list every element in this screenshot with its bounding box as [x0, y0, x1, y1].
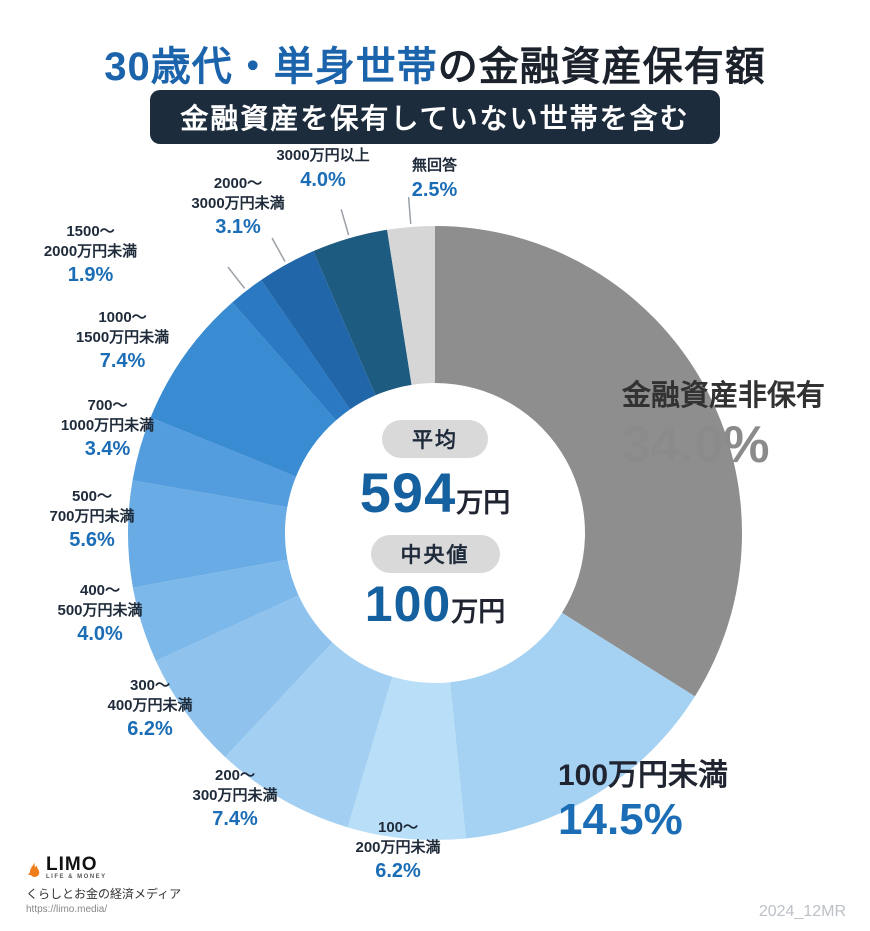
segment-name: 300〜 — [129, 677, 171, 694]
watermark: 2024_12MR — [758, 903, 846, 920]
footer-tagline: くらしとお金の経済メディア — [26, 887, 182, 901]
segment-name: 1500万円未満 — [75, 328, 170, 346]
segment-name: 3000万円以上 — [276, 147, 370, 164]
segment-label-100-200: 100〜 200万円未満 6.2% — [338, 818, 458, 884]
segment-name: 金融資産非保有 — [622, 380, 826, 412]
percent-value: 6.2% — [127, 718, 173, 740]
center-stats: 平均 594万円 中央値 100万円 — [300, 420, 570, 643]
flame-icon — [28, 862, 40, 877]
median-number: 100 — [364, 576, 452, 632]
subtitle-badge: 金融資産を保有していない世帯を含む — [150, 90, 720, 144]
donut-segment-4 — [155, 595, 333, 758]
segment-label-400-500: 400〜 500万円未満 4.0% — [40, 581, 160, 647]
donut-segment-1 — [450, 612, 695, 839]
donut-segment-10 — [261, 251, 376, 410]
segment-name: 2000〜 — [213, 175, 263, 192]
logo-subtext: LIFE & MONEY — [46, 874, 107, 880]
percent-value: 4.0% — [77, 623, 123, 645]
footer: LIMO LIFE & MONEY くらしとお金の経済メディア https://… — [26, 855, 181, 915]
donut-segment-8 — [150, 302, 336, 477]
percent-value: 5.6% — [69, 529, 115, 551]
logo-text: LIMO — [46, 854, 98, 875]
segment-name: 100万円未満 — [558, 759, 729, 792]
segment-label-no-assets: 金融資産非保有 34.0% — [622, 378, 862, 472]
segment-label-2000-3000: 2000〜 3000万円未満 3.1% — [168, 174, 308, 240]
segment-name: 1000万円未満 — [60, 416, 155, 434]
average-number: 594 — [359, 461, 457, 524]
segment-label-200-300: 200〜 300万円未満 7.4% — [175, 766, 295, 832]
percent-value: 6.2% — [375, 860, 421, 882]
donut-segment-11 — [313, 229, 412, 396]
segment-label-300-400: 300〜 400万円未満 6.2% — [90, 676, 210, 742]
segment-name: 200〜 — [214, 767, 256, 784]
segment-label-1500-2000: 1500〜 2000万円未満 1.9% — [28, 222, 153, 288]
segment-name: 500万円未満 — [57, 601, 143, 619]
leader-line — [271, 237, 286, 263]
segment-name: 200万円未満 — [355, 838, 441, 856]
percent-value: 14.5% — [558, 795, 683, 844]
subtitle-wrap: 金融資産を保有していない世帯を含む — [0, 90, 870, 144]
segment-name: 700万円未満 — [49, 507, 135, 525]
segment-name: 300万円未満 — [192, 786, 278, 804]
percent-value: 7.4% — [212, 808, 258, 830]
average-unit: 万円 — [456, 488, 511, 518]
donut-segment-12 — [387, 226, 435, 385]
donut-segment-3 — [225, 642, 393, 828]
title-rest: の金融資産保有額 — [437, 44, 766, 89]
segment-label-500-700: 500〜 700万円未満 5.6% — [32, 487, 152, 553]
percent-value: 2.5% — [411, 178, 458, 201]
segment-name: 3000万円未満 — [191, 194, 285, 212]
leader-line — [407, 196, 412, 225]
donut-segment-5 — [132, 559, 299, 661]
segment-name: 500〜 — [71, 488, 113, 505]
segment-name: 700〜 — [87, 397, 128, 414]
percent-value: 4.0% — [300, 168, 346, 191]
percent-value: 3.4% — [84, 438, 131, 460]
donut-segment-6 — [127, 480, 288, 588]
logo-text-stack: LIMO LIFE & MONEY — [46, 855, 107, 880]
median-pill: 中央値 — [370, 535, 500, 573]
segment-name: 2000万円未満 — [43, 242, 138, 260]
segment-label-1000-1500: 1000〜 1500万円未満 7.4% — [60, 308, 185, 374]
leader-line — [340, 209, 350, 236]
segment-name: 無回答 — [411, 157, 457, 174]
segment-label-no-answer: 無回答 2.5% — [392, 156, 477, 203]
donut-segment-0 — [435, 226, 742, 697]
median-value: 100万円 — [300, 575, 570, 633]
footer-url: https://limo.media/ — [26, 904, 108, 915]
segment-name: 100〜 — [377, 819, 419, 836]
average-pill: 平均 — [382, 420, 488, 458]
limo-logo: LIMO LIFE & MONEY — [26, 855, 181, 880]
donut-segment-2 — [347, 676, 466, 840]
segment-name: 1000〜 — [98, 309, 147, 326]
donut-segment-7 — [132, 417, 297, 508]
title-highlight: 30歳代・単身世帯 — [104, 44, 438, 89]
percent-value: 3.1% — [215, 216, 261, 238]
median-unit: 万円 — [451, 597, 506, 627]
segment-name: 400〜 — [79, 582, 121, 599]
segment-name: 1500〜 — [66, 223, 115, 240]
leader-line — [227, 266, 246, 289]
donut-segment-9 — [232, 279, 351, 421]
segment-label-under-100: 100万円未満 14.5% — [558, 756, 808, 843]
segment-label-700-1000: 700〜 1000万円未満 3.4% — [45, 396, 170, 462]
percent-value: 7.4% — [99, 350, 146, 372]
average-value: 594万円 — [300, 460, 570, 525]
percent-value: 34.0% — [622, 415, 770, 474]
segment-label-over-3000: 3000万円以上 4.0% — [248, 146, 398, 193]
percent-value: 1.9% — [67, 264, 114, 286]
page-title: 30歳代・単身世帯の金融資産保有額 — [0, 45, 870, 89]
segment-name: 400万円未満 — [107, 696, 193, 714]
